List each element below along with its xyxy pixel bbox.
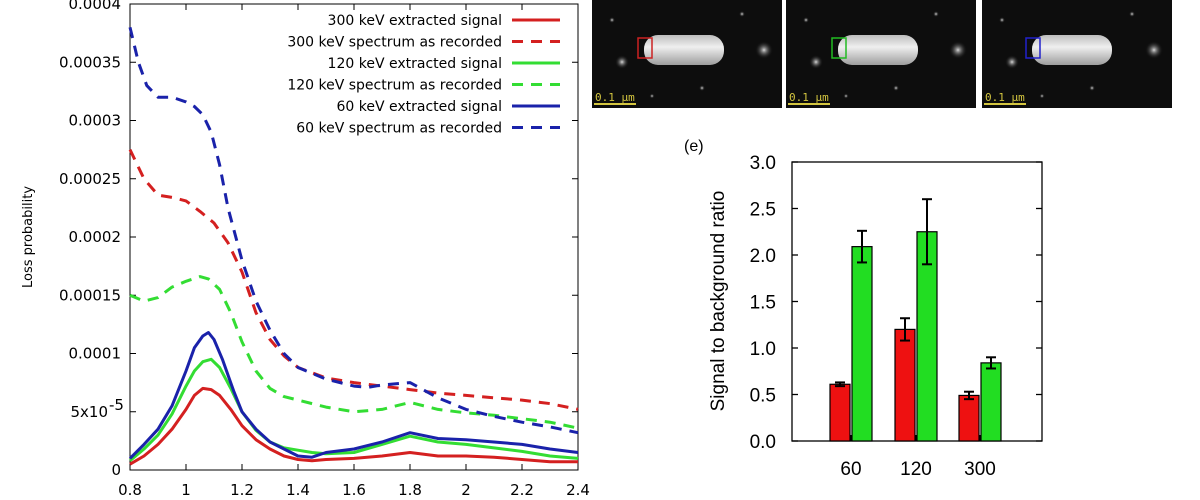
bar-y-tick-label: 1.0	[750, 339, 776, 360]
micrograph-particle	[1129, 11, 1135, 17]
line-legend: 300 keV extracted signal 300 keV spectrum…	[287, 13, 560, 137]
bar-tick-labels: 0.0 0.5 1.0 1.5 2.0 2.5 3.0 60 120 300	[750, 153, 996, 480]
line-chart: 0.8 1 1.2 1.4 1.6 1.8 2 2.2 2.4 0 5x10 -5 0.0001 0.00…	[21, 0, 590, 499]
legend-label-4: 60 keV extracted signal	[336, 99, 502, 115]
micrograph-particle	[755, 41, 773, 59]
bar-x-tick-label: 300	[964, 459, 996, 480]
line-series-group	[128, 26, 579, 466]
micrograph-particle	[699, 85, 705, 91]
micrograph-particle	[1039, 93, 1045, 99]
bar-y-tick-label: 1.5	[750, 293, 776, 314]
micrograph-particle	[1089, 85, 1095, 91]
micrograph-particle	[803, 17, 809, 23]
bar-120-0	[894, 328, 916, 442]
series-line-3	[129, 275, 579, 430]
bar-y-tick-label: 0.0	[750, 432, 776, 453]
y-tick-label: 0.0002	[69, 228, 122, 246]
y-tick-label: 0.0003	[69, 112, 122, 130]
x-tick-label: 1.2	[230, 481, 254, 499]
micrograph-particle	[1145, 41, 1163, 59]
micrograph-particle	[609, 17, 615, 23]
legend-label-0: 300 keV extracted signal	[328, 13, 502, 29]
y-tick-label: 0.00035	[59, 53, 121, 71]
y-tick-label: 0.0004	[69, 0, 122, 13]
x-tick-label: 0.8	[118, 481, 142, 499]
line-axis-ticks	[129, 3, 579, 471]
legend-label-2: 120 keV extracted signal	[328, 56, 502, 72]
micrograph-1: 0.1 µm	[592, 0, 782, 108]
selection-box	[637, 37, 653, 59]
micrograph-particle	[739, 11, 745, 17]
bar-x-tick-label: 120	[900, 459, 932, 480]
x-tick-label: 2.2	[510, 481, 534, 499]
nanorod	[1032, 35, 1112, 65]
legend-label-1: 300 keV spectrum as recorded	[287, 35, 502, 51]
series-line-0	[129, 386, 578, 466]
x-tick-label: 1	[181, 481, 191, 499]
micrograph-particle	[893, 85, 899, 91]
x-tick-label: 1.8	[398, 481, 422, 499]
micrograph-particle	[949, 41, 967, 59]
line-y-axis-label: Loss probability	[21, 186, 36, 288]
micrograph-particle	[1005, 55, 1019, 69]
legend-label-3: 120 keV spectrum as recorded	[287, 78, 502, 94]
micrograph-particle	[933, 11, 939, 17]
bar-axis-ticks	[792, 161, 1042, 442]
bar-marks-group	[829, 198, 1002, 442]
bar-panel-label: (e)	[684, 138, 704, 155]
micrograph-3: 0.1 µm	[982, 0, 1172, 108]
micrograph-particle	[649, 93, 655, 99]
y-tick-label: 0.00025	[59, 170, 121, 188]
micrograph-particle	[615, 55, 629, 69]
x-tick-label: 2.4	[566, 481, 590, 499]
series-line-4	[128, 331, 579, 460]
y-tick-label: 5x10	[70, 403, 108, 421]
bar-60-0	[829, 383, 851, 442]
legend-label-5: 60 keV spectrum as recorded	[296, 121, 502, 137]
scale-bar-label: 0.1 µm	[595, 91, 635, 104]
series-line-2	[129, 357, 579, 462]
series-line-5	[128, 26, 579, 435]
bar-y-tick-label: 2.5	[750, 200, 776, 221]
bar-300-0	[958, 394, 980, 442]
micrograph-2: 0.1 µm	[786, 0, 976, 108]
micrograph-particle	[999, 17, 1005, 23]
selection-box	[1025, 37, 1041, 59]
micrograph-particle	[843, 93, 849, 99]
x-tick-label: 2	[461, 481, 471, 499]
selection-box	[831, 37, 847, 59]
micrograph-strip: 0.1 µm 0.1 µm 0.1 µm	[592, 0, 1172, 108]
line-tick-labels: 0.8 1 1.2 1.4 1.6 1.8 2 2.2 2.4 0 5x10 -5 0.0001 0.00…	[59, 0, 590, 499]
x-tick-label: 1.4	[286, 481, 310, 499]
scale-bar-label: 0.1 µm	[789, 91, 829, 104]
y-tick-label: 0.00015	[59, 286, 121, 304]
bar-300-1	[980, 362, 1002, 442]
bar-y-axis-label: Signal to background ratio	[708, 191, 729, 412]
bar-y-tick-label: 3.0	[750, 153, 776, 174]
x-tick-label: 1.6	[342, 481, 366, 499]
bar-x-tick-label: 60	[840, 459, 861, 480]
bar-60-1	[851, 246, 873, 442]
nanorod	[838, 35, 918, 65]
y-tick-exponent: -5	[109, 396, 124, 414]
bar-y-tick-label: 0.5	[750, 386, 776, 407]
y-tick-label: 0	[111, 461, 121, 479]
bar-chart: (e) 0.0 0.5 1.0 1.5 2.0 2.5 3.0 60 120 300 Signal…	[684, 138, 1043, 480]
series-line-1	[128, 148, 579, 411]
micrograph-particle	[809, 55, 823, 69]
bar-y-tick-label: 2.0	[750, 246, 776, 267]
nanorod	[644, 35, 724, 65]
y-tick-label: 0.0001	[69, 345, 122, 363]
scale-bar-label: 0.1 µm	[985, 91, 1025, 104]
